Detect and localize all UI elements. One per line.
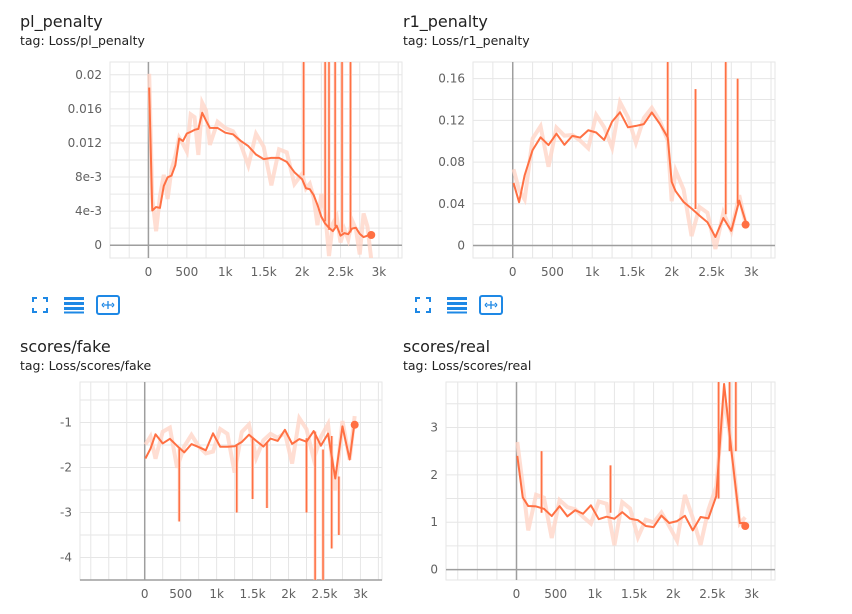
chart-card-scores-real: scores/real tag: Loss/scores/real 0 500 1k…	[403, 337, 803, 614]
x-tick-label: 500	[169, 587, 192, 601]
x-tick-label: 2.5k	[311, 587, 337, 601]
y-tick-label: 0.016	[68, 102, 102, 116]
last-point-marker	[367, 230, 376, 239]
chart-title: scores/real	[403, 337, 491, 356]
x-tick-label: 500	[175, 265, 198, 279]
x-tick-label: 2k	[666, 587, 681, 601]
last-point-marker	[741, 220, 750, 229]
chart-card-scores-fake: scores/fake tag: Loss/scores/fake 0 500 1k…	[20, 337, 400, 614]
y-tick-label: -3	[60, 506, 72, 520]
y-tick-label: 1	[430, 515, 438, 529]
x-tick-label: 500	[541, 265, 564, 279]
x-tick-label: 2.5k	[699, 587, 725, 601]
line-chart[interactable]: 0 500 1k 1.5k 2k 2.5k 3k 0 1 2 3	[403, 337, 803, 614]
chart-toolbar	[411, 294, 503, 316]
x-tick-label: 2k	[281, 587, 296, 601]
x-tick-label: 2.5k	[698, 265, 724, 279]
y-tick-label: 2	[430, 468, 438, 482]
x-tick-label: 3k	[372, 265, 387, 279]
x-tick-label: 1.5k	[240, 587, 266, 601]
last-point-marker	[350, 420, 359, 429]
line-chart[interactable]: 0 500 1k 1.5k 2k 2.5k 3k -4 -3 -2 -1	[20, 337, 420, 614]
series-group	[511, 62, 748, 250]
line-chart[interactable]: 0 500 1k 1.5k 2k 2.5k 3k 0 4e-3 8e-3 0.012 0.016 0.0…	[20, 12, 420, 292]
x-tick-label: 2k	[664, 265, 679, 279]
y-tick-label: 3	[430, 420, 438, 434]
chart-tag: tag: Loss/scores/fake	[20, 358, 152, 373]
x-tick-label: 3k	[744, 265, 759, 279]
x-tick-label: 1.5k	[251, 265, 277, 279]
x-tick-label: 2k	[295, 265, 310, 279]
x-tick-label: 0	[509, 265, 517, 279]
y-tick-label: 4e-3	[75, 204, 102, 218]
raw-series-line	[143, 412, 357, 491]
series-group	[147, 62, 374, 258]
y-tick-label: -4	[60, 551, 72, 565]
series-group	[515, 382, 747, 547]
chart-title: r1_penalty	[403, 12, 488, 31]
x-tick-label: 3k	[744, 587, 759, 601]
chart-tag: tag: Loss/pl_penalty	[20, 33, 145, 48]
chart-tag: tag: Loss/r1_penalty	[403, 33, 530, 48]
y-tick-label: 0.04	[438, 197, 465, 211]
x-tick-label: 0	[145, 265, 153, 279]
y-tick-label: 0	[94, 238, 102, 252]
x-tick-label: 1k	[218, 265, 233, 279]
last-point-marker	[741, 522, 750, 530]
raw-series-line	[511, 96, 748, 250]
x-tick-label: 1k	[585, 265, 600, 279]
x-tick-label: 1k	[588, 587, 603, 601]
data-table-icon[interactable]	[445, 294, 469, 316]
x-tick-label: 500	[544, 587, 567, 601]
fit-domain-icon[interactable]	[96, 294, 120, 316]
y-tick-label: 0	[430, 563, 438, 577]
x-tick-label: 0	[141, 587, 149, 601]
fit-domain-icon[interactable]	[479, 294, 503, 316]
raw-series-line	[515, 395, 747, 547]
y-tick-label: 0.12	[438, 113, 465, 127]
y-tick-label: 0.16	[438, 72, 465, 86]
y-tick-label: 0.08	[438, 155, 465, 169]
smoothed-series-line	[516, 383, 746, 532]
y-tick-label: -2	[60, 461, 72, 475]
x-tick-label: 3k	[353, 587, 368, 601]
chart-card-r1-penalty: r1_penalty tag: Loss/r1_penalty 0 500 1k 1.…	[403, 12, 803, 315]
x-tick-label: 1.5k	[619, 265, 645, 279]
y-tick-label: -1	[60, 416, 72, 430]
chart-toolbar	[28, 294, 120, 316]
chart-title: pl_penalty	[20, 12, 103, 31]
x-tick-label: 1.5k	[621, 587, 647, 601]
x-tick-label: 1k	[209, 587, 224, 601]
x-tick-label: 2.5k	[328, 265, 354, 279]
chart-card-pl-penalty: pl_penalty tag: Loss/pl_penalty 0 500 1k 1.…	[20, 12, 403, 315]
y-tick-label: 0	[457, 238, 465, 252]
line-chart[interactable]: 0 500 1k 1.5k 2k 2.5k 3k 0 0.04 0.08 0.12 0.16	[403, 12, 803, 292]
y-tick-label: 0.02	[75, 68, 102, 82]
smoothed-series-line	[144, 421, 356, 480]
x-tick-label: 0	[513, 587, 521, 601]
y-tick-label: 0.012	[68, 136, 102, 150]
chart-title: scores/fake	[20, 337, 111, 356]
y-tick-label: 8e-3	[75, 170, 102, 184]
data-table-icon[interactable]	[62, 294, 86, 316]
chart-tag: tag: Loss/scores/real	[403, 358, 532, 373]
smoothed-series-line	[148, 87, 372, 239]
smoothed-series-line	[512, 111, 747, 239]
series-group	[143, 412, 357, 580]
expand-icon[interactable]	[411, 294, 435, 316]
expand-icon[interactable]	[28, 294, 52, 316]
plot-frame	[445, 381, 776, 581]
